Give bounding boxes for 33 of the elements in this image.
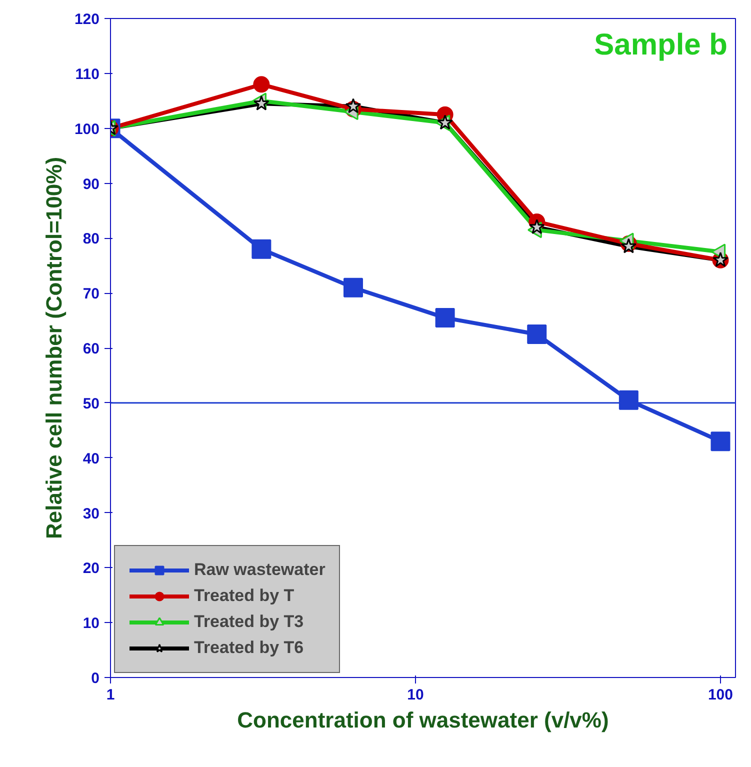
x-tick-label: 1	[106, 686, 115, 704]
point	[435, 308, 455, 328]
point	[620, 238, 637, 254]
y-tick-label: 30	[82, 505, 100, 522]
point	[528, 218, 545, 234]
point	[618, 390, 638, 410]
legend-label: Treated by T3	[194, 612, 304, 632]
y-tick-label: 40	[82, 450, 100, 468]
point	[527, 324, 547, 344]
y-tick-label: 100	[74, 120, 100, 138]
point	[252, 239, 272, 259]
legend-label: Raw wastewater	[194, 560, 326, 580]
chart-title: Sample b	[594, 28, 728, 62]
y-tick-label: 70	[82, 286, 100, 303]
y-tick-label: 20	[82, 560, 100, 578]
y-tick-label: 10	[82, 615, 100, 632]
point	[345, 98, 362, 114]
point	[710, 432, 730, 452]
y-tick-label: 110	[75, 66, 100, 83]
y-tick-label: 80	[82, 230, 100, 248]
y-tick-label: 90	[82, 176, 100, 193]
y-axis-title: Relative cell number (Control=100%)	[41, 156, 66, 540]
y-tick-label: 0	[91, 670, 100, 687]
legend-label: Treated by T	[194, 586, 294, 606]
y-tick-label: 60	[82, 340, 100, 358]
point	[343, 278, 363, 298]
y-tick-label: 50	[82, 395, 100, 412]
x-tick-label: 10	[407, 686, 424, 704]
legend-label: Treated by T6	[194, 638, 304, 658]
x-axis-title: Concentration of wastewater (v/v%)	[237, 708, 609, 732]
y-tick-label: 120	[74, 11, 100, 28]
x-tick-label: 100	[708, 686, 734, 704]
point	[253, 76, 270, 93]
